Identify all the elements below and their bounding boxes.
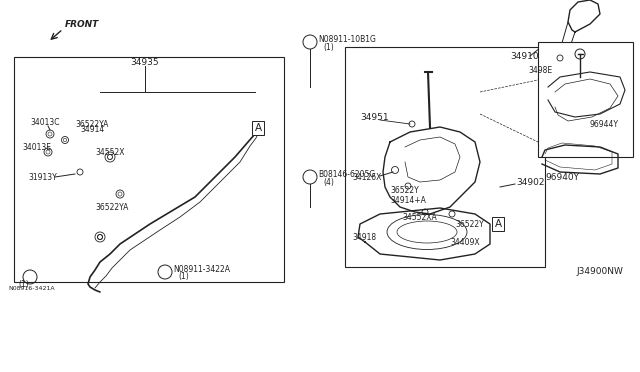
Text: A: A [495, 219, 502, 229]
Text: N08911-3422A: N08911-3422A [173, 264, 230, 273]
Text: 96944Y: 96944Y [590, 119, 619, 128]
Text: 34951: 34951 [360, 112, 388, 122]
Text: 34914: 34914 [80, 125, 104, 134]
Bar [14, 57, 284, 282]
Text: 36522YA: 36522YA [75, 119, 108, 128]
Text: 34935: 34935 [131, 58, 159, 67]
Text: FRONT: FRONT [65, 20, 99, 29]
Text: 34552XA: 34552XA [402, 212, 436, 221]
Bar [538, 42, 633, 157]
Text: 36522YA: 36522YA [95, 202, 129, 212]
Text: 96940Y: 96940Y [545, 173, 579, 182]
Text: 31913Y: 31913Y [28, 173, 57, 182]
Text: (1): (1) [178, 273, 189, 282]
Text: B08146-6205G: B08146-6205G [318, 170, 375, 179]
Text: 34409X: 34409X [450, 237, 479, 247]
Text: N08911-10B1G: N08911-10B1G [318, 35, 376, 44]
Text: A: A [255, 123, 262, 133]
Text: 34902: 34902 [516, 177, 545, 186]
Text: 34914+A: 34914+A [390, 196, 426, 205]
Text: 3498E: 3498E [528, 65, 552, 74]
Text: (4): (4) [323, 177, 334, 186]
Text: (1): (1) [18, 279, 29, 289]
Text: J34900NW: J34900NW [576, 267, 623, 276]
Text: 34552X: 34552X [95, 148, 125, 157]
Text: 34910: 34910 [510, 51, 539, 61]
Text: 34918: 34918 [352, 232, 376, 241]
Text: (1): (1) [323, 42, 333, 51]
Bar [345, 47, 545, 267]
Text: 34013C: 34013C [30, 118, 60, 126]
Text: 36522Y: 36522Y [455, 219, 484, 228]
Text: N08916-3421A: N08916-3421A [8, 286, 54, 292]
Text: 34126X: 34126X [352, 173, 381, 182]
Text: 36522Y: 36522Y [390, 186, 419, 195]
Text: 34013E: 34013E [22, 142, 51, 151]
